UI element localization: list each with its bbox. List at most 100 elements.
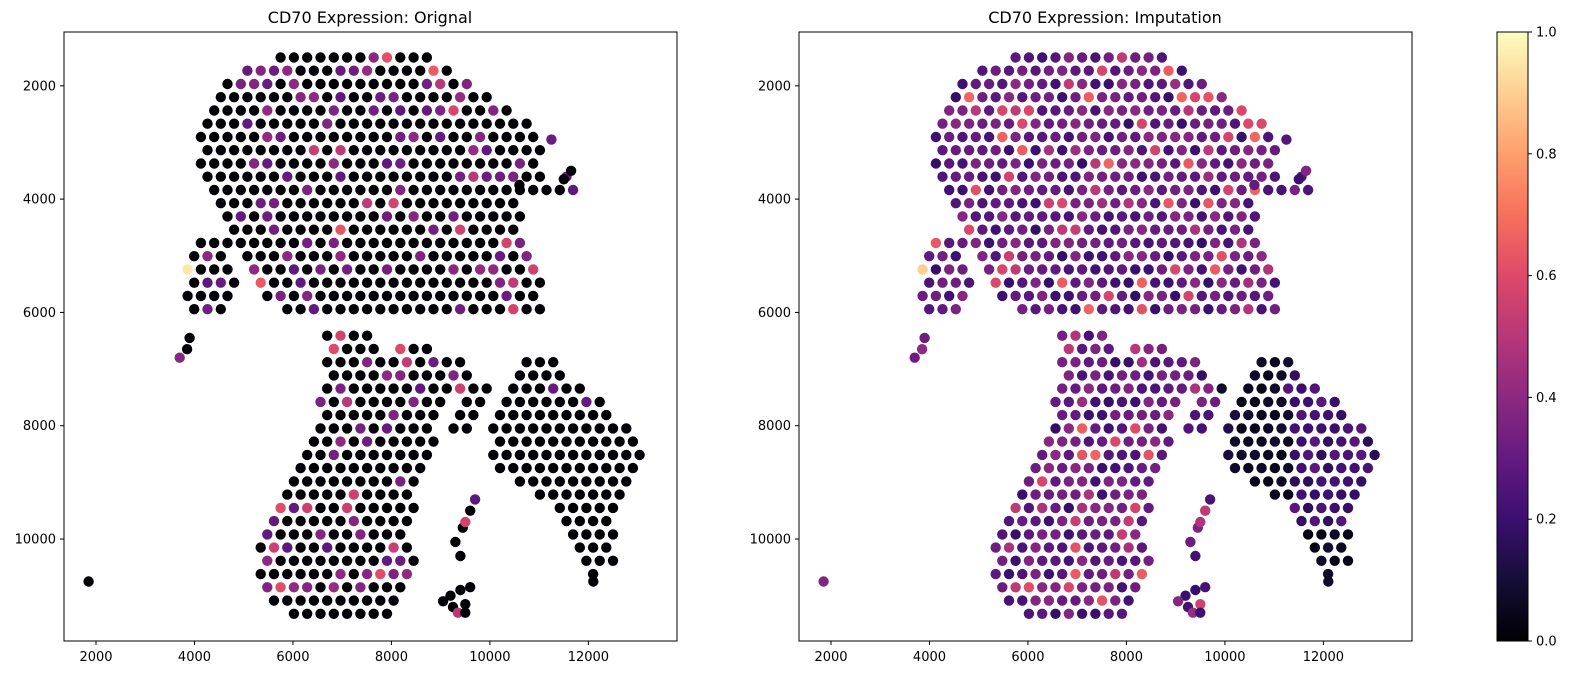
data-spot [957, 211, 968, 222]
data-spot [454, 118, 466, 129]
data-spot [554, 396, 565, 408]
data-spot [348, 489, 359, 500]
data-spot [1216, 277, 1227, 288]
data-spot [435, 211, 446, 222]
data-spot [262, 211, 273, 222]
data-spot [937, 145, 948, 156]
data-spot [282, 171, 293, 182]
data-spot [1170, 290, 1181, 302]
data-spot [1276, 184, 1287, 196]
data-spot [415, 383, 426, 394]
data-spot [1096, 145, 1108, 156]
data-spot [534, 462, 546, 474]
data-spot [1096, 462, 1108, 474]
data-spot [1203, 304, 1214, 315]
data-spot [1176, 251, 1188, 262]
data-spot [375, 171, 386, 182]
data-spot [455, 550, 466, 562]
data-spot [375, 92, 386, 103]
data-spot [322, 330, 333, 341]
data-spot [415, 462, 426, 474]
data-spot [1342, 476, 1354, 487]
data-spot [302, 131, 313, 143]
data-spot [1017, 304, 1028, 315]
data-spot [368, 264, 379, 275]
data-spot [1249, 158, 1261, 169]
data-spot [1269, 489, 1281, 500]
data-spot [1236, 449, 1247, 461]
data-spot [1116, 529, 1128, 540]
data-spot [388, 118, 399, 129]
data-spot [1349, 462, 1360, 474]
data-spot [1243, 145, 1254, 156]
data-spot [255, 118, 266, 129]
data-spot [361, 304, 373, 315]
data-spot [368, 237, 379, 249]
data-spot [1150, 198, 1161, 209]
data-spot [355, 502, 366, 514]
data-spot [521, 304, 532, 315]
data-spot [1057, 330, 1068, 341]
data-spot [508, 251, 519, 262]
data-spot [335, 568, 346, 580]
data-spot [1096, 489, 1108, 500]
data-spot [322, 198, 333, 209]
data-spot [970, 131, 981, 143]
data-spot [1203, 145, 1214, 156]
data-spot [1223, 290, 1234, 302]
data-spot [1037, 608, 1048, 619]
data-spot [401, 357, 413, 368]
data-spot [1336, 436, 1347, 447]
data-spot [355, 396, 366, 408]
data-spot [1076, 131, 1088, 143]
data-spot [255, 171, 266, 182]
data-spot [322, 568, 333, 580]
data-spot [435, 158, 446, 169]
data-spot [1349, 436, 1360, 447]
data-spot [448, 78, 459, 90]
data-spot [1096, 515, 1108, 527]
data-spot [355, 264, 366, 275]
data-spot [341, 264, 353, 275]
data-spot [1043, 436, 1055, 447]
data-spot [322, 224, 333, 235]
data-spot [1172, 596, 1184, 607]
data-spot [1156, 52, 1168, 63]
data-spot [1150, 224, 1161, 235]
data-spot [1116, 476, 1128, 487]
data-spot [209, 158, 220, 169]
y-tick-label: 10000 [15, 533, 56, 548]
data-spot [534, 277, 546, 288]
data-spot [1010, 158, 1021, 169]
data-spot [328, 131, 339, 143]
data-spot [1017, 251, 1028, 262]
data-spot [574, 515, 585, 527]
data-spot [1189, 251, 1201, 262]
data-spot [474, 131, 486, 143]
data-spot [1156, 423, 1168, 434]
data-spot [501, 158, 512, 169]
data-spot [341, 476, 353, 487]
data-spot [481, 224, 492, 235]
data-spot [315, 184, 326, 196]
data-spot [1236, 396, 1247, 408]
data-spot [1043, 595, 1055, 606]
data-spot [587, 515, 599, 527]
data-spot [1189, 383, 1201, 394]
data-spot [1083, 595, 1095, 606]
data-spot [268, 568, 280, 580]
data-spot [1256, 304, 1267, 315]
data-spot [977, 118, 988, 129]
data-spot [1090, 449, 1101, 461]
data-spot [465, 505, 476, 516]
data-spot [481, 304, 492, 315]
data-spot [328, 290, 339, 302]
data-spot [348, 92, 359, 103]
data-spot [1130, 131, 1141, 143]
data-spot [1096, 436, 1108, 447]
data-spot [448, 158, 459, 169]
data-spot [215, 92, 226, 103]
data-spot [1123, 436, 1134, 447]
data-spot [1103, 370, 1114, 381]
data-spot [1163, 92, 1174, 103]
